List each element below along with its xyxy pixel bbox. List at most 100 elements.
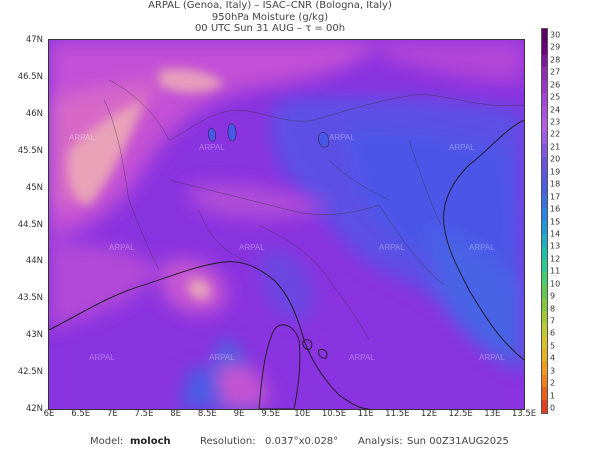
watermark-text: ARPAL xyxy=(479,353,505,362)
colorbar-segment xyxy=(542,297,547,312)
colorbar-label: 0 xyxy=(550,403,556,413)
watermark-text: ARPAL xyxy=(469,243,495,252)
colorbar-label: 4 xyxy=(550,353,556,363)
analysis-value: Sun 00Z31AUG2025 xyxy=(407,436,509,447)
lon-tick-label: 8.5E xyxy=(197,409,217,419)
colorbar-label: 8 xyxy=(550,304,556,314)
colorbar-label: 19 xyxy=(550,167,561,177)
lon-tick-label: 6E xyxy=(43,409,55,419)
watermark-text: ARPAL xyxy=(209,353,235,362)
watermark-text: ARPAL xyxy=(69,133,95,142)
colorbar-label: 30 xyxy=(550,30,561,40)
colorbar-segment xyxy=(542,374,547,388)
lat-tick-label: 42N xyxy=(25,404,43,414)
header-line-agencies: ARPAL (Genoa, Italy) – ISAC–CNR (Bologna… xyxy=(148,0,392,11)
watermark-text: ARPAL xyxy=(329,133,355,142)
colorbar-label: 18 xyxy=(550,179,561,189)
colorbar-segment xyxy=(542,208,547,222)
lat-tick-label: 45N xyxy=(25,182,43,193)
colorbar-segment xyxy=(542,221,547,235)
colorbar-segment xyxy=(542,29,547,43)
analysis-label: Analysis: xyxy=(358,436,403,447)
colorbar-segment xyxy=(542,246,547,260)
colorbar-segment xyxy=(542,310,547,324)
colorbar-label: 11 xyxy=(550,266,561,276)
resolution-label: Resolution: xyxy=(200,436,256,447)
watermark-text: ARPAL xyxy=(199,143,225,152)
watermark-text: ARPAL xyxy=(449,143,475,152)
colorbar-label: 29 xyxy=(550,42,561,52)
lat-tick-label: 46N xyxy=(25,108,43,119)
watermark-text: ARPAL xyxy=(109,243,135,252)
borders xyxy=(103,79,524,341)
colorbar-label: 26 xyxy=(550,80,561,90)
watermark-text: ARPAL xyxy=(379,243,405,252)
lon-tick-label: 12E xyxy=(420,409,438,419)
lat-tick-label: 44.5N xyxy=(17,219,43,230)
model-value: moloch xyxy=(130,436,171,447)
colorbar-segment xyxy=(542,336,547,350)
lat-tick-label: 43.5N xyxy=(17,293,43,304)
watermarks: ARPAL ARPAL ARPAL ARPAL ARPAL ARPAL ARPAL ARPAL… xyxy=(69,133,505,362)
colorbar-segment xyxy=(542,361,547,376)
lat-tick-label: 47N xyxy=(25,35,43,45)
colorbar-label: 17 xyxy=(550,192,561,202)
lon-tick-label: 13.5E xyxy=(511,409,537,419)
colorbar-label: 21 xyxy=(550,142,561,152)
colorbar-label: 14 xyxy=(550,229,561,239)
colorbar-label: 16 xyxy=(550,204,561,214)
colorbar-segment xyxy=(542,157,547,171)
lon-tick-label: 7E xyxy=(106,409,118,419)
colorbar-segment xyxy=(542,41,547,56)
model-label: Model: xyxy=(90,436,124,447)
lat-tick-label: 43N xyxy=(25,330,43,341)
watermark-text: ARPAL xyxy=(239,243,265,252)
lon-tick-label: 11.5E xyxy=(385,409,410,419)
lat-tick-label: 42.5N xyxy=(17,367,43,378)
colorbar-segment xyxy=(542,67,547,81)
colorbar-label: 5 xyxy=(550,341,556,351)
header-line-variable: 950hPa Moisture (g/kg) xyxy=(211,11,329,23)
colorbar-segment xyxy=(542,323,547,337)
colorbar-label: 27 xyxy=(550,67,561,77)
colorbar-segment xyxy=(542,144,547,158)
colorbar-label: 25 xyxy=(550,92,561,102)
colorbar-segment xyxy=(542,285,547,299)
colorbar-segment xyxy=(542,80,547,94)
map-titles: ARPAL (Genoa, Italy) – ISAC–CNR (Bologna… xyxy=(0,0,540,35)
lon-tick-label: 10.5E xyxy=(321,409,347,419)
lat-tick-label: 45.5N xyxy=(17,145,43,156)
colorbar-segment xyxy=(542,131,547,145)
colorbar-label: 2 xyxy=(550,378,556,388)
colorbar-segment xyxy=(542,182,547,196)
lon-tick-label: 11E xyxy=(357,409,374,419)
lon-tick-label: 10E xyxy=(294,409,311,419)
colorbar-segment xyxy=(542,105,547,120)
colorbar-label: 24 xyxy=(550,105,561,115)
coastlines xyxy=(49,119,524,409)
watermark-text: ARPAL xyxy=(349,353,375,362)
colorbar-segment xyxy=(542,93,547,107)
colorbar-segment xyxy=(542,349,547,363)
lon-tick-label: 12.5E xyxy=(448,409,473,419)
lakes xyxy=(208,123,329,148)
lon-tick-label: 7.5E xyxy=(134,409,154,419)
colorbar-segment xyxy=(542,195,547,209)
resolution-value: 0.037°x0.028° xyxy=(265,436,339,447)
colorbar-label: 13 xyxy=(550,241,561,251)
colorbar-label: 12 xyxy=(550,254,561,264)
colorbar xyxy=(541,28,548,414)
colorbar-label: 10 xyxy=(550,279,561,289)
lon-tick-label: 13E xyxy=(484,409,501,419)
colorbar-segment xyxy=(542,233,547,248)
colorbar-label: 28 xyxy=(550,55,561,65)
map-canvas: ARPAL ARPAL ARPAL ARPAL ARPAL ARPAL ARPAL ARPAL… xyxy=(49,40,524,409)
colorbar-label: 20 xyxy=(550,154,561,164)
colorbar-segment xyxy=(542,118,547,132)
colorbar-segment xyxy=(542,169,547,184)
watermark-text: ARPAL xyxy=(89,353,115,362)
colorbar-label: 1 xyxy=(550,391,556,401)
colorbar-segment xyxy=(542,259,547,273)
colorbar-label: 23 xyxy=(550,117,561,127)
lat-tick-label: 44N xyxy=(25,256,43,267)
